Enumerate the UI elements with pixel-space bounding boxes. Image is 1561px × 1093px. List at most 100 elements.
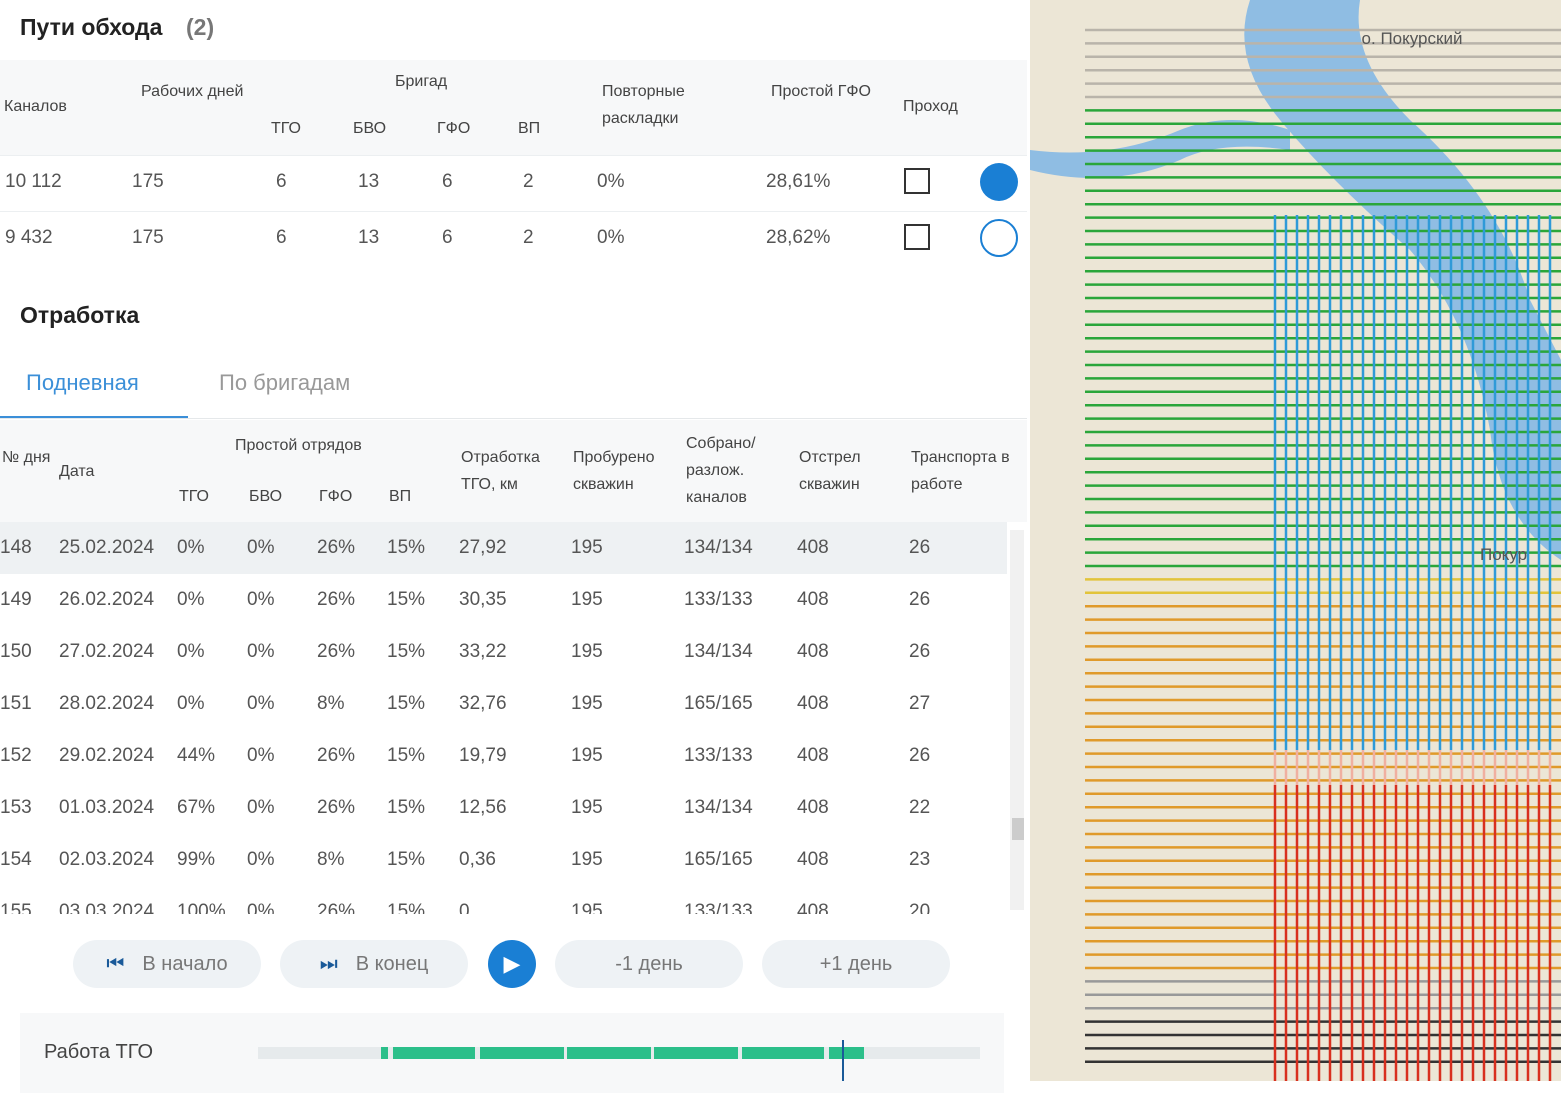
tab-underline bbox=[0, 416, 188, 419]
nav-button[interactable]: ⏭ В конец bbox=[280, 940, 468, 988]
cell: 165/165 bbox=[684, 693, 753, 714]
view-button[interactable] bbox=[980, 219, 1018, 257]
cell: 26% bbox=[317, 745, 356, 766]
cell: 32,76 bbox=[459, 693, 507, 714]
cell: 26% bbox=[317, 901, 356, 914]
column-header: Простой отрядов bbox=[235, 437, 362, 454]
column-header: БВО bbox=[249, 488, 283, 505]
play-button[interactable]: ▶ bbox=[488, 940, 536, 988]
cell: 30,35 bbox=[459, 589, 507, 610]
cell: 408 bbox=[797, 589, 829, 610]
header-bg bbox=[0, 60, 1027, 155]
nav-button[interactable]: ⏮ В начало bbox=[73, 940, 261, 988]
scrollbar bbox=[1010, 530, 1024, 910]
cell: 6 bbox=[276, 171, 287, 192]
cell: 15% bbox=[387, 693, 426, 714]
cell: 148 bbox=[0, 537, 32, 558]
cell: 99% bbox=[177, 849, 216, 870]
column-header: Проход bbox=[903, 98, 958, 115]
cell: 195 bbox=[571, 901, 603, 914]
column-header: Каналов bbox=[4, 98, 67, 115]
cell: 149 bbox=[0, 589, 32, 610]
cell: 2 bbox=[523, 171, 534, 192]
section-title: Отработка bbox=[20, 302, 140, 328]
cell: 175 bbox=[132, 171, 164, 192]
cell: 0% bbox=[597, 227, 625, 248]
timeline-cursor bbox=[842, 1040, 844, 1081]
cell: 0% bbox=[247, 589, 275, 610]
scroll-thumb bbox=[1012, 818, 1024, 840]
cell: 28.02.2024 bbox=[59, 693, 155, 714]
tab[interactable]: По бригадам bbox=[219, 370, 351, 395]
cell: 0,36 bbox=[459, 849, 496, 870]
cell: 27.02.2024 bbox=[59, 641, 155, 662]
tabs-line bbox=[0, 418, 1027, 419]
checkbox[interactable] bbox=[904, 168, 930, 194]
table-row[interactable]: 152 29.02.2024 44% 0% 26% 15% 19,79 195 133/133 4… bbox=[0, 730, 1007, 783]
cell: 0% bbox=[247, 849, 275, 870]
cell: 25.02.2024 bbox=[59, 537, 155, 558]
cell: 28,62% bbox=[766, 227, 831, 248]
cell: 27 bbox=[909, 693, 931, 714]
cell: 0% bbox=[247, 693, 275, 714]
timeline-segment bbox=[381, 1047, 388, 1059]
column-header: Дата bbox=[59, 463, 95, 480]
cell: 133/133 bbox=[684, 589, 753, 610]
button-label: В начало bbox=[142, 952, 228, 975]
cell: 408 bbox=[797, 797, 829, 818]
cell: 0% bbox=[247, 797, 275, 818]
view-button[interactable] bbox=[980, 163, 1018, 201]
cell: 100% bbox=[177, 901, 226, 914]
cell: 15% bbox=[387, 849, 426, 870]
cell: 152 bbox=[0, 745, 32, 766]
nav-button[interactable]: -1 день bbox=[555, 940, 743, 988]
column-header: Простой ГФО bbox=[771, 83, 871, 100]
left-panel: Пути обхода (2) Каналов Рабочих дней Бригад Т… bbox=[0, 14, 1027, 1081]
column-header: № дня bbox=[2, 449, 51, 466]
column-header: Собрано/ разлож. каналов bbox=[686, 435, 756, 506]
cell: 150 bbox=[0, 641, 32, 662]
table-row[interactable]: 153 01.03.2024 67% 0% 26% 15% 12,56 195 134/134 4… bbox=[0, 782, 1007, 835]
cell: 408 bbox=[797, 641, 829, 662]
table-row[interactable]: 148 25.02.2024 0% 0% 26% 15% 27,92 195 134/134 40… bbox=[0, 522, 1007, 575]
cell: 154 bbox=[0, 849, 32, 870]
column-header: ВП bbox=[518, 120, 541, 137]
timeline-label: Работа ТГО bbox=[44, 1041, 154, 1063]
table-row[interactable]: 155 03.03.2024 100% 0% 26% 15% 0 195 133/133 408 2… bbox=[0, 886, 1007, 914]
tab[interactable]: Подневная bbox=[26, 370, 139, 395]
cell: 10 112 bbox=[5, 171, 62, 192]
checkbox[interactable] bbox=[904, 224, 930, 250]
cell: 20 bbox=[909, 901, 931, 914]
header-bg bbox=[0, 420, 1027, 522]
column-header: ВП bbox=[389, 488, 412, 505]
river bbox=[1244, 0, 1561, 560]
table-row[interactable]: 150 27.02.2024 0% 0% 26% 15% 33,22 195 134/134 40… bbox=[0, 626, 1007, 679]
column-header: ТГО bbox=[179, 488, 209, 505]
cell: 6 bbox=[442, 227, 453, 248]
table-row[interactable]: 154 02.03.2024 99% 0% 8% 15% 0,36 195 165/165 408… bbox=[0, 834, 1007, 887]
cell: 134/134 bbox=[684, 797, 753, 818]
cell: 6 bbox=[442, 171, 453, 192]
cell: 0% bbox=[247, 537, 275, 558]
table-row[interactable]: 151 28.02.2024 0% 0% 8% 15% 32,76 195 165/165 408… bbox=[0, 678, 1007, 731]
route-count: (2) bbox=[186, 14, 215, 40]
cell: 8% bbox=[317, 693, 345, 714]
column-header: Отработка ТГО, км bbox=[461, 449, 540, 493]
cell: 408 bbox=[797, 849, 829, 870]
nav-button[interactable]: +1 день bbox=[762, 940, 950, 988]
cell: 195 bbox=[571, 537, 603, 558]
cell: 67% bbox=[177, 797, 216, 818]
cell: 27,92 bbox=[459, 537, 507, 558]
row-line bbox=[0, 155, 1027, 156]
cell: 408 bbox=[797, 745, 829, 766]
cell: 195 bbox=[571, 641, 603, 662]
column-header: БВО bbox=[353, 120, 387, 137]
cell: 15% bbox=[387, 641, 426, 662]
cell: 195 bbox=[571, 797, 603, 818]
map[interactable]: о. Покурский Покур bbox=[1030, 0, 1561, 1081]
cell: 13 bbox=[358, 171, 380, 192]
cell: 0% bbox=[177, 693, 205, 714]
table-row[interactable]: 149 26.02.2024 0% 0% 26% 15% 30,35 195 133/133 40… bbox=[0, 574, 1007, 627]
cell: 0% bbox=[177, 589, 205, 610]
cell: 175 bbox=[132, 227, 164, 248]
